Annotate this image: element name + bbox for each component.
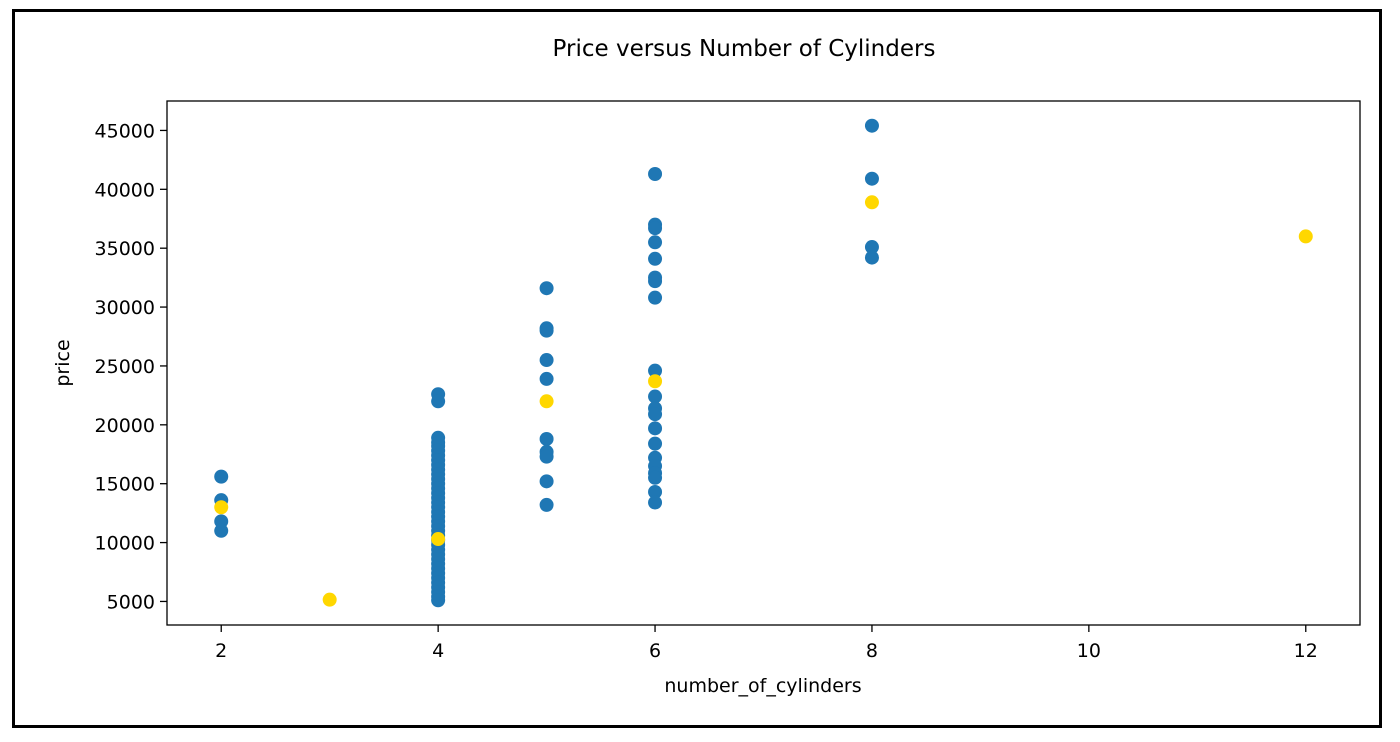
data-point	[539, 431, 554, 446]
y-axis-label: price	[52, 339, 74, 386]
data-point	[648, 274, 663, 289]
data-point	[648, 484, 663, 499]
data-point	[539, 394, 554, 409]
x-axis-label: number_of_cylinders	[664, 675, 861, 697]
data-point	[648, 407, 663, 422]
x-tick-label: 2	[215, 640, 227, 662]
data-point	[539, 474, 554, 489]
data-point	[864, 250, 879, 265]
y-tick-label: 15000	[95, 474, 155, 496]
data-point	[864, 195, 879, 210]
x-tick-label: 6	[649, 640, 661, 662]
data-point	[648, 374, 663, 389]
chart-frame: Price versus Number of Cylinders 2 4 6 8 10 1…	[12, 9, 1382, 728]
data-point	[539, 281, 554, 296]
chart-title: Price versus Number of Cylinders	[553, 36, 936, 62]
data-point	[648, 421, 663, 436]
data-point	[648, 470, 663, 485]
x-tick-label: 8	[866, 640, 878, 662]
series-0	[214, 118, 879, 608]
scatter-chart: Price versus Number of Cylinders 2 4 6 8 10 1…	[52, 36, 1361, 697]
y-tick-label: 25000	[95, 356, 155, 378]
data-point	[539, 371, 554, 386]
data-point	[322, 592, 337, 607]
y-tick-label: 40000	[95, 179, 155, 201]
data-point	[648, 495, 663, 510]
x-tick-label: 10	[1077, 640, 1101, 662]
data-point	[648, 436, 663, 451]
data-point	[864, 171, 879, 186]
y-tick-label: 5000	[107, 591, 155, 613]
data-point	[648, 389, 663, 404]
y-tick-label: 20000	[95, 415, 155, 437]
data-point	[214, 523, 229, 538]
data-point	[864, 240, 879, 255]
data-point	[648, 221, 663, 236]
data-point	[431, 593, 446, 608]
data-point	[539, 449, 554, 464]
data-point	[214, 500, 229, 515]
plot-area	[166, 100, 1361, 626]
data-point	[648, 290, 663, 305]
y-tick-label: 10000	[95, 533, 155, 555]
x-tick-label: 4	[432, 640, 444, 662]
x-tick-label: 12	[1294, 640, 1318, 662]
data-point	[648, 363, 663, 378]
data-point	[539, 353, 554, 368]
data-point	[431, 394, 446, 409]
y-tick-label: 45000	[95, 120, 155, 142]
x-axis: 2 4 6 8 10 12	[215, 625, 1318, 662]
data-point	[648, 235, 663, 250]
y-tick-label: 30000	[95, 297, 155, 319]
data-point	[864, 118, 879, 133]
data-point	[648, 167, 663, 182]
data-point	[539, 323, 554, 338]
data-point	[539, 497, 554, 512]
y-axis: 5000 10000 15000 20000 25000 30000 35000 40000 4…	[95, 120, 167, 613]
data-point	[1298, 229, 1313, 244]
data-points	[214, 118, 1313, 608]
y-tick-label: 35000	[95, 238, 155, 260]
data-point	[648, 251, 663, 266]
data-point	[214, 469, 229, 484]
series-1	[214, 195, 1313, 607]
data-point	[431, 532, 446, 547]
